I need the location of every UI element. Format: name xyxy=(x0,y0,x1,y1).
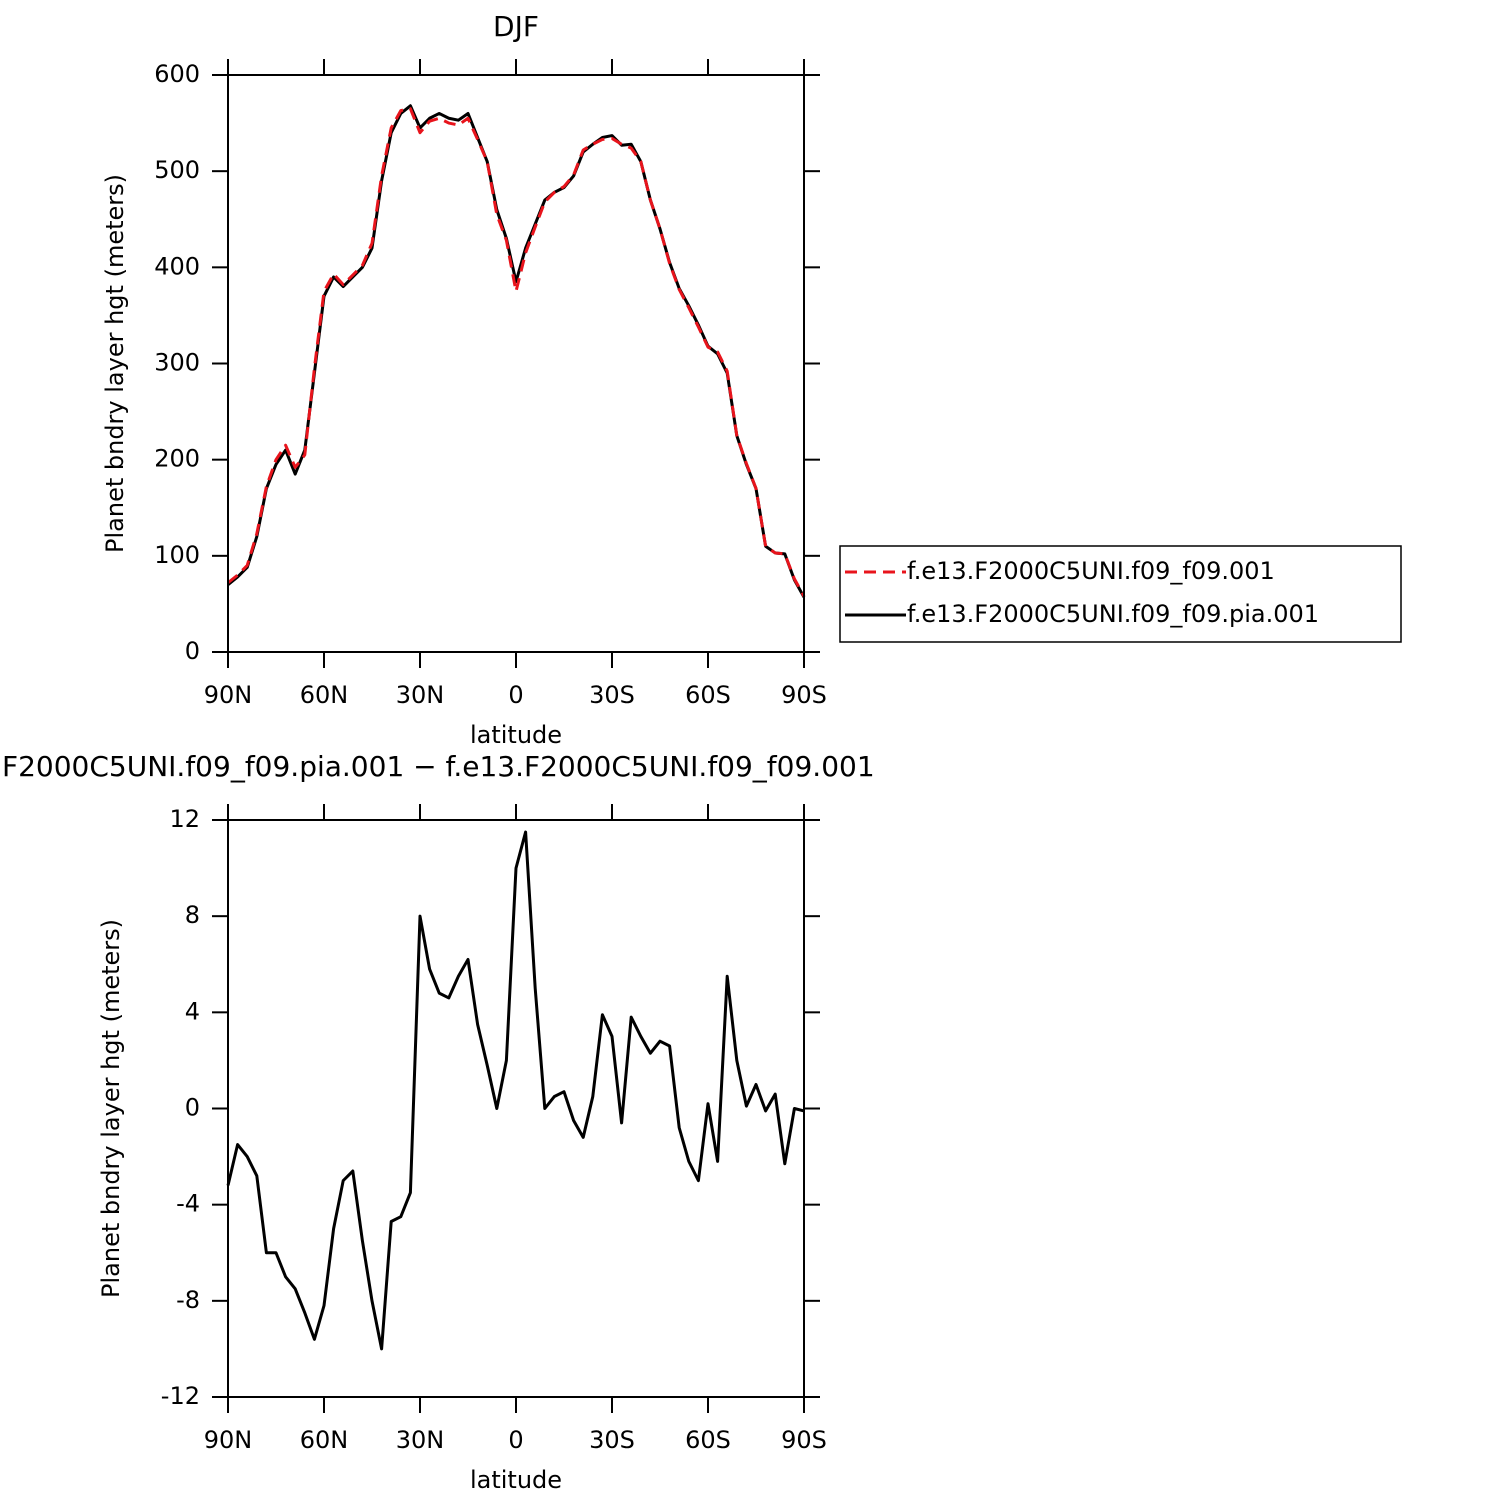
y-tick-label: -4 xyxy=(176,1190,200,1218)
legend-label: f.e13.F2000C5UNI.f09_f09.001 xyxy=(907,557,1275,585)
y-tick-label: 8 xyxy=(185,901,200,929)
data-line xyxy=(227,107,806,597)
y-tick-label: 600 xyxy=(154,60,200,88)
x-axis-label: latitude xyxy=(470,1466,562,1494)
plot-frame xyxy=(227,819,805,1398)
x-tick-label: 30N xyxy=(396,681,445,709)
y-tick-label: 200 xyxy=(154,445,200,473)
x-tick-label: 90N xyxy=(204,1426,253,1454)
y-tick-label: 12 xyxy=(169,805,200,833)
y-tick-label: 0 xyxy=(185,637,200,665)
x-tick-label: 60N xyxy=(300,681,349,709)
legend-label: f.e13.F2000C5UNI.f09_f09.pia.001 xyxy=(907,600,1319,628)
y-tick-label: -8 xyxy=(176,1286,200,1314)
chart-title: DJF xyxy=(493,10,539,43)
legend-box xyxy=(839,545,1402,643)
x-tick-label: 60S xyxy=(685,681,731,709)
x-tick-label: 90N xyxy=(204,681,253,709)
data-line xyxy=(226,830,805,1351)
y-tick-label: 500 xyxy=(154,156,200,184)
y-tick-label: 400 xyxy=(154,252,200,280)
y-tick-label: -12 xyxy=(161,1382,200,1410)
x-tick-label: 30N xyxy=(396,1426,445,1454)
x-tick-label: 30S xyxy=(589,1426,635,1454)
x-tick-label: 0 xyxy=(508,1426,523,1454)
chart-title: F2000C5UNI.f09_f09.pia.001 − f.e13.F2000… xyxy=(2,750,875,783)
x-tick-label: 0 xyxy=(508,681,523,709)
y-axis-label: Planet bndry layer hgt (meters) xyxy=(97,919,125,1298)
y-tick-label: 300 xyxy=(154,349,200,377)
plot-frame xyxy=(227,74,805,653)
x-tick-label: 30S xyxy=(589,681,635,709)
x-tick-label: 60S xyxy=(685,1426,731,1454)
x-tick-label: 60N xyxy=(300,1426,349,1454)
x-tick-label: 90S xyxy=(781,1426,827,1454)
y-tick-label: 4 xyxy=(185,997,200,1025)
x-axis-label: latitude xyxy=(470,721,562,749)
y-axis-label: Planet bndry layer hgt (meters) xyxy=(101,174,129,553)
x-tick-label: 90S xyxy=(781,681,827,709)
y-tick-label: 100 xyxy=(154,541,200,569)
y-tick-label: 0 xyxy=(185,1094,200,1122)
